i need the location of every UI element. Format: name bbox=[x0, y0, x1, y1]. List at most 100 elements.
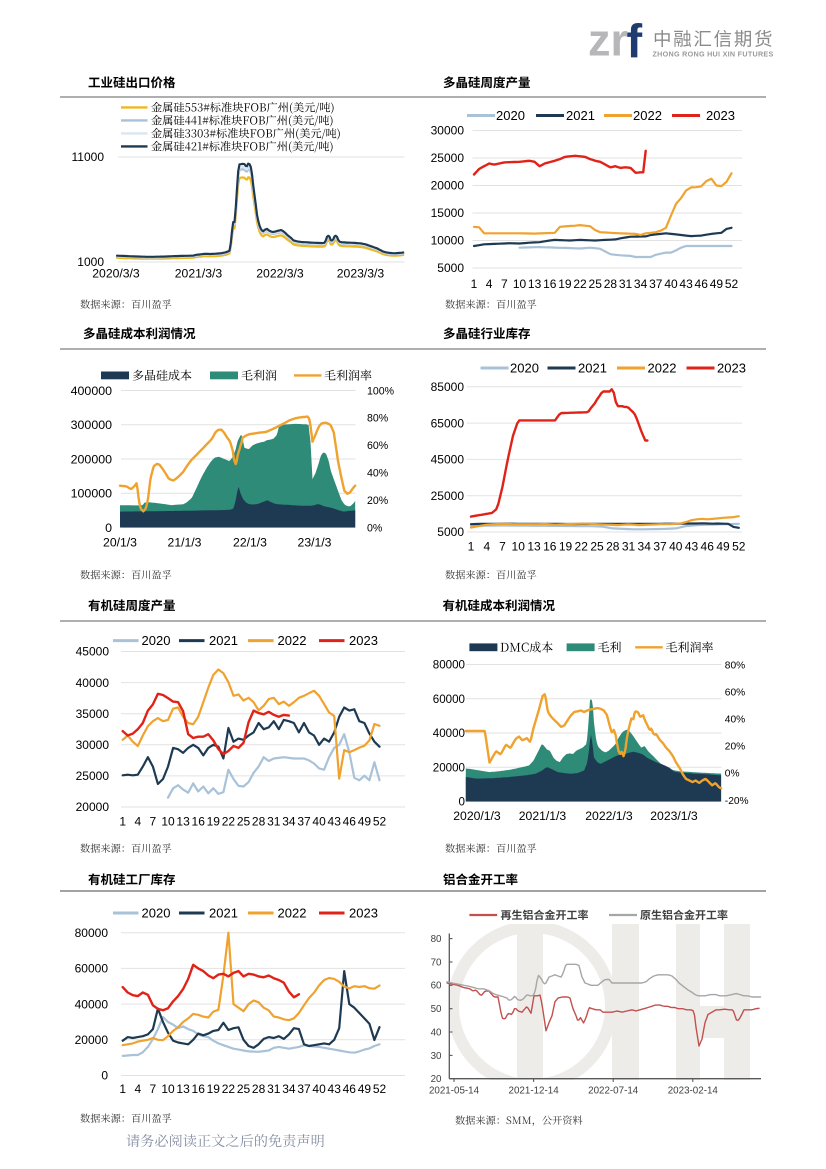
svg-text:2023-02-14: 2023-02-14 bbox=[668, 1086, 719, 1097]
svg-text:65000: 65000 bbox=[431, 416, 465, 430]
svg-text:22: 22 bbox=[222, 1082, 236, 1096]
svg-text:43: 43 bbox=[685, 540, 699, 554]
svg-text:2020/3/3: 2020/3/3 bbox=[92, 267, 140, 281]
svg-text:400000: 400000 bbox=[71, 384, 112, 398]
svg-text:40%: 40% bbox=[725, 715, 745, 726]
svg-text:2021-05-14: 2021-05-14 bbox=[429, 1086, 480, 1097]
svg-text:40: 40 bbox=[312, 1082, 326, 1096]
svg-text:34: 34 bbox=[282, 1082, 296, 1096]
svg-text:34: 34 bbox=[634, 277, 648, 291]
svg-text:4: 4 bbox=[483, 540, 490, 554]
svg-text:1: 1 bbox=[471, 277, 478, 291]
svg-text:20000: 20000 bbox=[76, 800, 110, 814]
svg-text:13: 13 bbox=[176, 1082, 190, 1096]
svg-text:23/1/3: 23/1/3 bbox=[298, 536, 332, 550]
svg-text:2023: 2023 bbox=[349, 906, 378, 921]
svg-text:46: 46 bbox=[343, 1082, 357, 1096]
svg-text:43: 43 bbox=[679, 277, 693, 291]
svg-text:22/1/3: 22/1/3 bbox=[233, 536, 267, 550]
svg-text:25: 25 bbox=[590, 540, 604, 554]
svg-text:2022/1/3: 2022/1/3 bbox=[585, 809, 633, 823]
svg-text:1: 1 bbox=[119, 1082, 126, 1096]
svg-text:25: 25 bbox=[237, 1082, 251, 1096]
svg-text:70: 70 bbox=[431, 957, 442, 968]
svg-text:21/1/3: 21/1/3 bbox=[168, 536, 202, 550]
svg-text:46: 46 bbox=[343, 815, 357, 829]
svg-text:0%: 0% bbox=[367, 522, 383, 534]
svg-text:31: 31 bbox=[619, 277, 633, 291]
svg-text:4: 4 bbox=[486, 277, 493, 291]
svg-text:46: 46 bbox=[701, 540, 715, 554]
svg-text:4: 4 bbox=[134, 1082, 141, 1096]
svg-text:80%: 80% bbox=[725, 660, 745, 671]
svg-text:52: 52 bbox=[732, 540, 746, 554]
svg-text:2021-12-14: 2021-12-14 bbox=[509, 1086, 560, 1097]
svg-text:43: 43 bbox=[328, 1082, 342, 1096]
svg-text:45000: 45000 bbox=[431, 453, 465, 467]
svg-text:25000: 25000 bbox=[76, 769, 110, 783]
svg-text:0: 0 bbox=[459, 796, 465, 809]
svg-text:2022: 2022 bbox=[278, 633, 307, 648]
svg-text:f: f bbox=[627, 15, 643, 68]
svg-text:7: 7 bbox=[501, 277, 508, 291]
svg-text:2021: 2021 bbox=[566, 108, 595, 123]
svg-text:2022/3/3: 2022/3/3 bbox=[256, 267, 304, 281]
svg-text:40: 40 bbox=[669, 540, 683, 554]
svg-text:60%: 60% bbox=[367, 440, 389, 452]
svg-text:2022: 2022 bbox=[648, 361, 677, 376]
svg-text:40: 40 bbox=[431, 1027, 442, 1038]
svg-text:1: 1 bbox=[468, 540, 475, 554]
svg-text:34: 34 bbox=[638, 540, 652, 554]
svg-text:52: 52 bbox=[373, 1082, 387, 1096]
svg-text:0: 0 bbox=[101, 1069, 108, 1083]
svg-text:43: 43 bbox=[328, 815, 342, 829]
svg-text:50: 50 bbox=[431, 1004, 442, 1015]
svg-text:52: 52 bbox=[373, 815, 387, 829]
svg-text:2021/1/3: 2021/1/3 bbox=[519, 809, 567, 823]
svg-text:2020: 2020 bbox=[142, 633, 171, 648]
svg-text:16: 16 bbox=[543, 540, 557, 554]
svg-text:zr: zr bbox=[588, 15, 628, 66]
svg-text:19: 19 bbox=[559, 540, 573, 554]
svg-text:80000: 80000 bbox=[433, 659, 465, 672]
svg-text:2021: 2021 bbox=[209, 906, 238, 921]
svg-text:30000: 30000 bbox=[431, 124, 465, 138]
svg-text:30000: 30000 bbox=[76, 738, 110, 752]
svg-text:2021: 2021 bbox=[578, 361, 607, 376]
svg-text:19: 19 bbox=[207, 1082, 221, 1096]
svg-text:80%: 80% bbox=[367, 413, 389, 425]
svg-text:5000: 5000 bbox=[437, 261, 464, 275]
svg-text:2021: 2021 bbox=[209, 633, 238, 648]
svg-text:5000: 5000 bbox=[437, 525, 464, 539]
svg-text:10: 10 bbox=[513, 277, 527, 291]
svg-text:10: 10 bbox=[161, 815, 175, 829]
svg-text:49: 49 bbox=[358, 1082, 372, 1096]
svg-text:7: 7 bbox=[150, 815, 157, 829]
svg-text:25: 25 bbox=[237, 815, 251, 829]
svg-text:16: 16 bbox=[192, 1082, 206, 1096]
svg-text:49: 49 bbox=[710, 277, 724, 291]
svg-text:2020: 2020 bbox=[142, 906, 171, 921]
svg-text:200000: 200000 bbox=[71, 452, 112, 466]
svg-text:7: 7 bbox=[499, 540, 506, 554]
svg-text:1: 1 bbox=[119, 815, 126, 829]
svg-text:60: 60 bbox=[431, 981, 442, 992]
svg-text:60000: 60000 bbox=[433, 693, 465, 706]
svg-text:22: 22 bbox=[573, 277, 587, 291]
svg-text:-20%: -20% bbox=[725, 796, 749, 807]
svg-text:2023: 2023 bbox=[706, 108, 735, 123]
svg-text:40: 40 bbox=[312, 815, 326, 829]
svg-text:10: 10 bbox=[161, 1082, 175, 1096]
svg-text:31: 31 bbox=[267, 815, 281, 829]
svg-text:2020/1/3: 2020/1/3 bbox=[453, 809, 501, 823]
svg-text:80000: 80000 bbox=[75, 926, 109, 940]
svg-text:20000: 20000 bbox=[431, 179, 465, 193]
svg-text:37: 37 bbox=[297, 815, 311, 829]
svg-text:2023/1/3: 2023/1/3 bbox=[650, 809, 698, 823]
svg-text:16: 16 bbox=[192, 815, 206, 829]
svg-text:60000: 60000 bbox=[75, 962, 109, 976]
svg-text:25000: 25000 bbox=[431, 489, 465, 503]
svg-text:34: 34 bbox=[282, 815, 296, 829]
svg-text:20%: 20% bbox=[725, 742, 745, 753]
svg-text:13: 13 bbox=[176, 815, 190, 829]
